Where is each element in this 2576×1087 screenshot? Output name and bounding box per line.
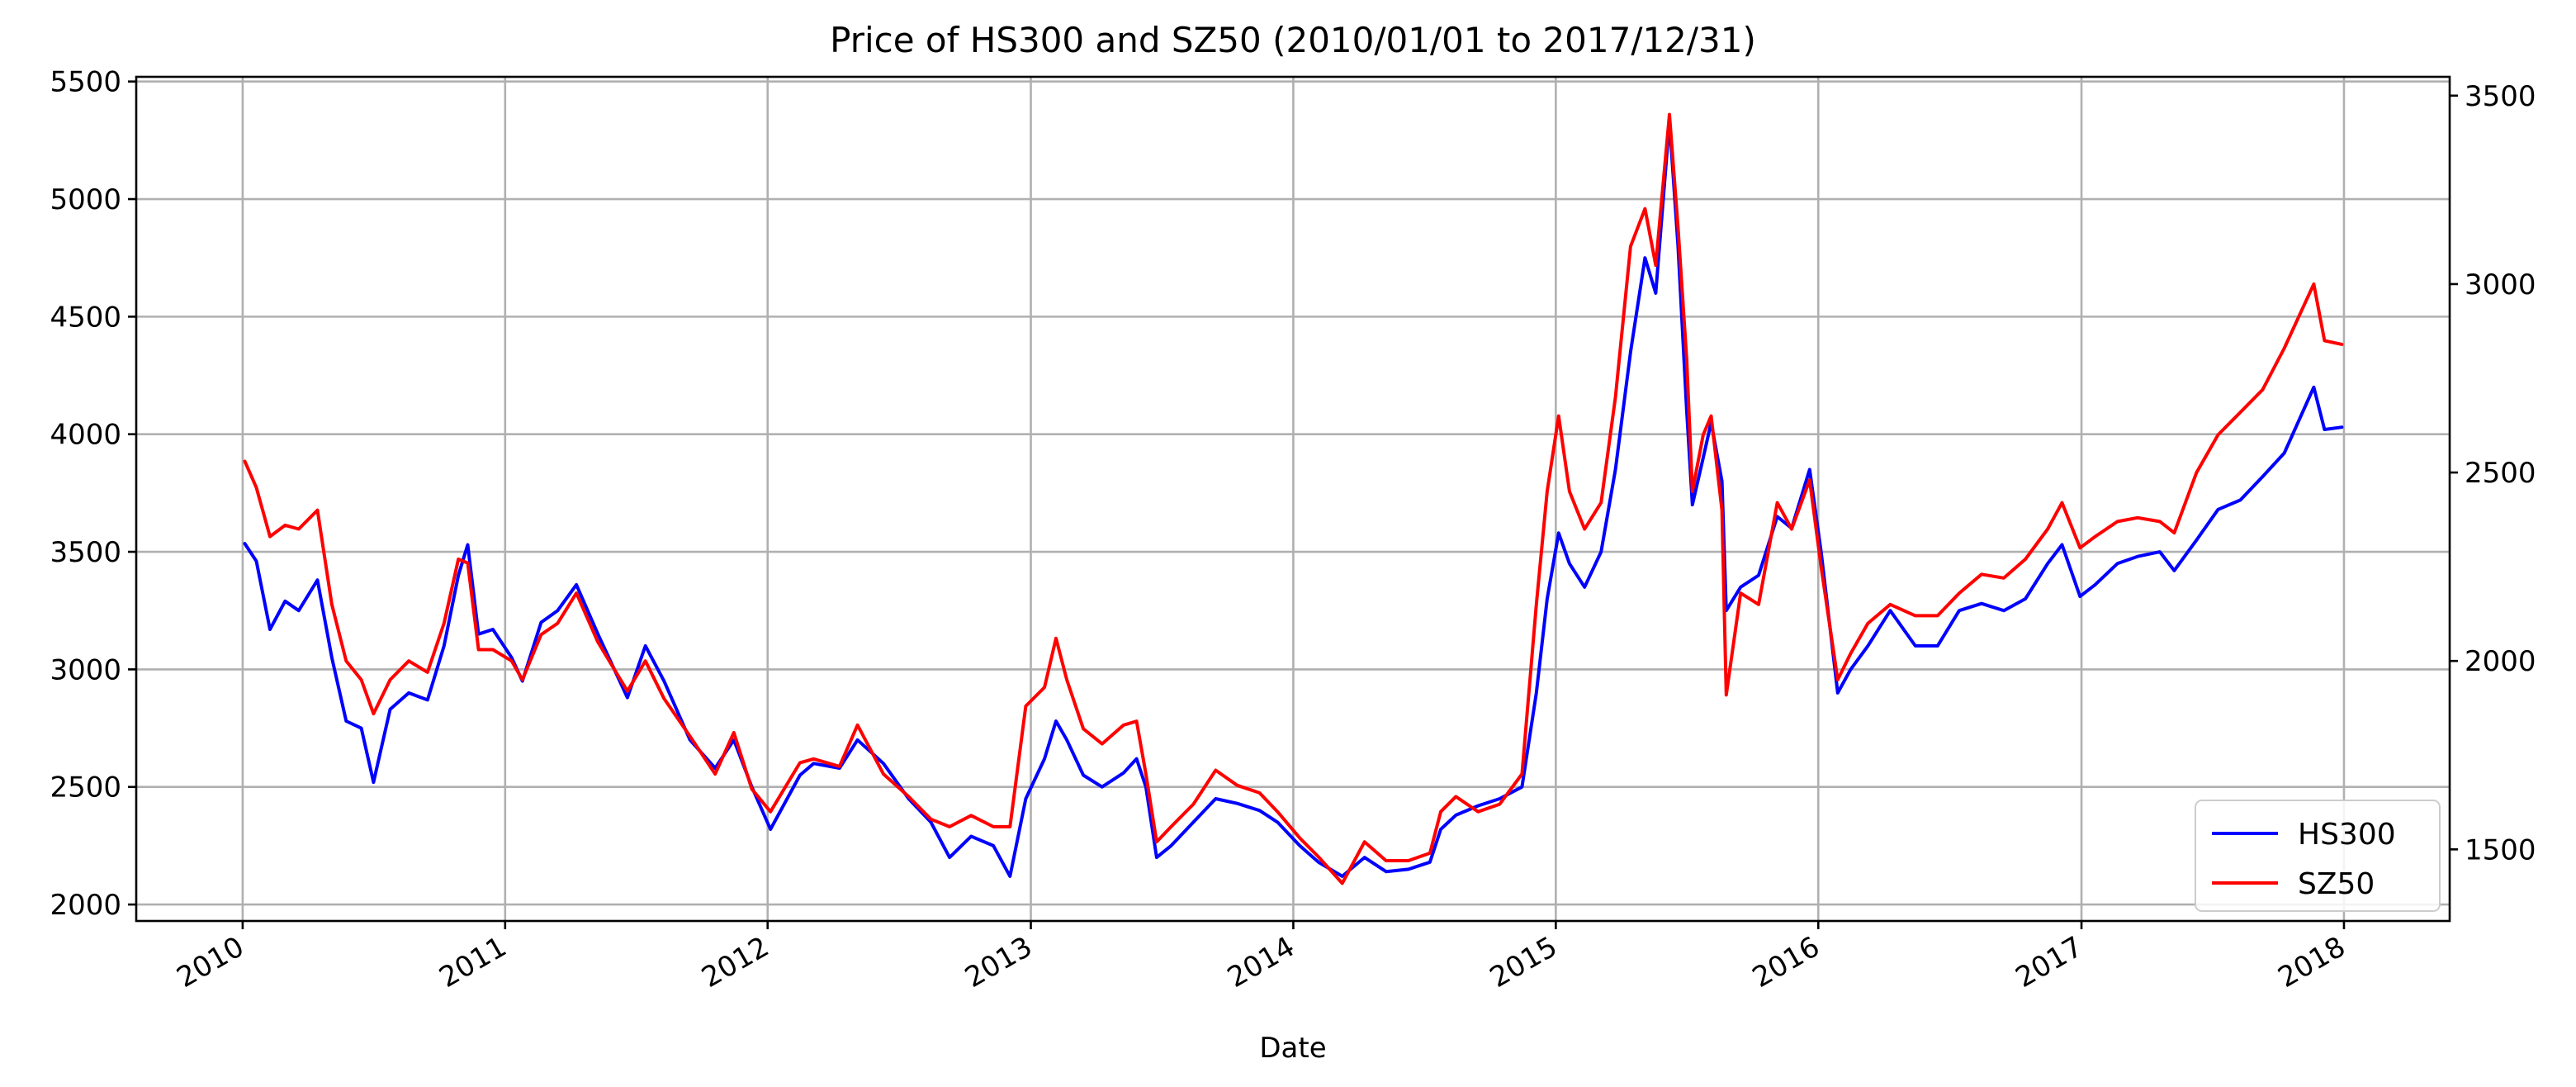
- legend-label-sz50: SZ50: [2298, 867, 2375, 901]
- chart-title: Price of HS300 and SZ50 (2010/01/01 to 2…: [830, 20, 1756, 60]
- y-right-tick-label: 2500: [2465, 457, 2536, 490]
- series-lines: [243, 112, 2344, 885]
- series-line-sz50: [243, 112, 2344, 885]
- y-right-tick-label: 3000: [2465, 268, 2536, 301]
- y-axis-left: 2000 2500 3000 3500 4000 4500 5000 5500: [50, 66, 136, 922]
- y-left-tick-label: 5000: [50, 183, 121, 216]
- y-right-tick-label: 2000: [2465, 645, 2536, 678]
- y-left-tick-label: 3000: [50, 653, 121, 686]
- y-left-tick-label: 5500: [50, 66, 121, 99]
- y-right-tick-label: 1500: [2465, 833, 2536, 866]
- y-left-tick-label: 4500: [50, 301, 121, 334]
- series-line-hs300: [243, 120, 2344, 878]
- y-axis-right: 1500 2000 2500 3000 3500: [2450, 80, 2536, 866]
- y-left-tick-label: 3500: [50, 536, 121, 569]
- x-axis-title: Date: [1259, 1032, 1326, 1065]
- legend-label-hs300: HS300: [2298, 818, 2396, 852]
- y-left-tick-label: 2500: [50, 771, 121, 805]
- y-left-tick-label: 4000: [50, 419, 121, 452]
- y-left-tick-label: 2000: [50, 889, 121, 922]
- y-right-tick-label: 3500: [2465, 80, 2536, 113]
- legend: HS300 SZ50: [2195, 800, 2441, 912]
